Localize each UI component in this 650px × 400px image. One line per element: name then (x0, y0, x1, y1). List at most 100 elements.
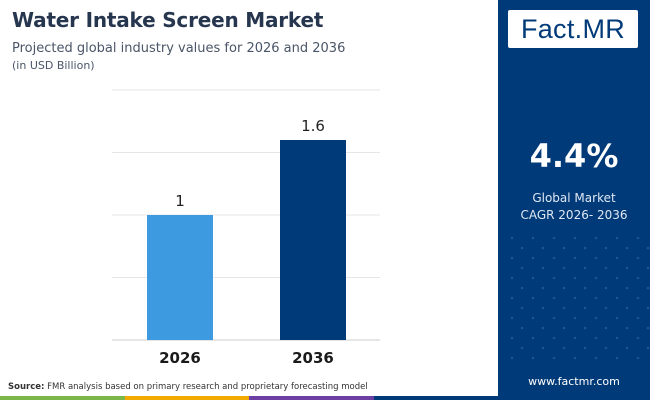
sidebar-dot (573, 276, 577, 280)
source-label: Source: (8, 382, 45, 392)
sidebar-dot (531, 336, 535, 340)
sidebar-dot (594, 276, 598, 280)
sidebar-dot (625, 266, 629, 270)
cagr-value: 4.4% (529, 137, 619, 175)
x-tick-label-2036: 2036 (292, 349, 334, 367)
sidebar-dot (636, 336, 640, 340)
sidebar-dot (594, 236, 598, 240)
sidebar-dot (510, 356, 514, 360)
sidebar-dot (552, 316, 556, 320)
sidebar-dot (562, 266, 566, 270)
sidebar-dot (615, 276, 619, 280)
x-tick-label-2026: 2026 (159, 349, 201, 367)
sidebar-dot (615, 356, 619, 360)
source-note: Source: FMR analysis based on primary re… (8, 382, 368, 392)
sidebar-dot (583, 346, 587, 350)
sidebar-dot (520, 326, 524, 330)
sidebar-dot (625, 326, 629, 330)
sidebar-dot (531, 356, 535, 360)
bar-chart: 11.6 2026 2036 (112, 89, 380, 367)
sidebar-dot (541, 346, 545, 350)
strip-segment-3 (373, 396, 498, 400)
sidebar-dot (646, 346, 650, 350)
sidebar-dot (552, 236, 556, 240)
sidebar-dot (562, 286, 566, 290)
unit-note: (in USD Billion) (12, 59, 95, 72)
sidebar-dot (531, 276, 535, 280)
sidebar-dot (510, 296, 514, 300)
sidebar-dot (625, 286, 629, 290)
sidebar-dot (510, 316, 514, 320)
cagr-label: Global Market CAGR 2026- 2036 (498, 190, 650, 224)
sidebar-dot (531, 236, 535, 240)
sidebar-dot (562, 246, 566, 250)
sidebar-dot (594, 316, 598, 320)
sidebar-dot (510, 276, 514, 280)
value-labels: 11.6 (175, 117, 325, 210)
sidebar-dot (636, 236, 640, 240)
sidebar-dot (646, 326, 650, 330)
sidebar-panel: Fact.MR 4.4% Global Market CAGR 2026- 20… (498, 0, 650, 400)
value-label-2036: 1.6 (301, 117, 325, 135)
sidebar-dot (604, 246, 608, 250)
sidebar-dot (604, 306, 608, 310)
sidebar-dot (573, 236, 577, 240)
sidebar-dot (541, 306, 545, 310)
sidebar-dot (573, 296, 577, 300)
strip-segment-2 (249, 396, 374, 400)
sidebar-dot (604, 286, 608, 290)
sidebar-dot (594, 356, 598, 360)
chart-subtitle: Projected global industry values for 202… (12, 41, 346, 56)
sidebar-dot (541, 246, 545, 250)
sidebar-dot (520, 306, 524, 310)
sidebar-dot (604, 326, 608, 330)
sidebar-dot (636, 296, 640, 300)
cagr-label-line2: CAGR 2026- 2036 (520, 208, 628, 222)
sidebar-dot (636, 256, 640, 260)
source-text: FMR analysis based on primary research a… (44, 382, 368, 392)
x-axis-labels: 2026 2036 (159, 349, 334, 367)
value-label-2026: 1 (175, 192, 185, 210)
website-link[interactable]: www.factmr.com (528, 375, 620, 388)
sidebar-dot (604, 266, 608, 270)
sidebar-dot (646, 306, 650, 310)
sidebar-dot (573, 256, 577, 260)
sidebar-dot (573, 356, 577, 360)
sidebar-dot (604, 346, 608, 350)
sidebar-dot (552, 356, 556, 360)
strip-segment-0 (0, 396, 125, 400)
sidebar-dot (510, 256, 514, 260)
sidebar-dot (562, 306, 566, 310)
sidebar-dot (636, 276, 640, 280)
sidebar-dot (573, 336, 577, 340)
sidebar-dot (552, 256, 556, 260)
bars (147, 140, 346, 340)
sidebar-dot (636, 356, 640, 360)
sidebar-dot (541, 266, 545, 270)
sidebar-dot (510, 336, 514, 340)
sidebar-dot (583, 306, 587, 310)
sidebar-dot (583, 246, 587, 250)
sidebar-dot (625, 246, 629, 250)
sidebar-dot (520, 266, 524, 270)
sidebar-dot (520, 246, 524, 250)
sidebar-dot (625, 306, 629, 310)
sidebar-dot (562, 346, 566, 350)
sidebar-dot (615, 336, 619, 340)
sidebar-dot (552, 296, 556, 300)
sidebar-dot (594, 336, 598, 340)
sidebar-dot (562, 326, 566, 330)
sidebar-dot (541, 326, 545, 330)
bar-2026 (147, 215, 213, 340)
sidebar-dot (636, 316, 640, 320)
sidebar-dot (646, 266, 650, 270)
sidebar-dot (583, 266, 587, 270)
sidebar-dot (510, 236, 514, 240)
sidebar-dot (646, 246, 650, 250)
factmr-logo: Fact.MR (508, 10, 638, 48)
sidebar-dot (646, 286, 650, 290)
sidebar-dot (541, 286, 545, 290)
bottom-color-strip (0, 396, 498, 400)
sidebar-dot (594, 296, 598, 300)
logo-text: Fact.MR (520, 14, 626, 44)
